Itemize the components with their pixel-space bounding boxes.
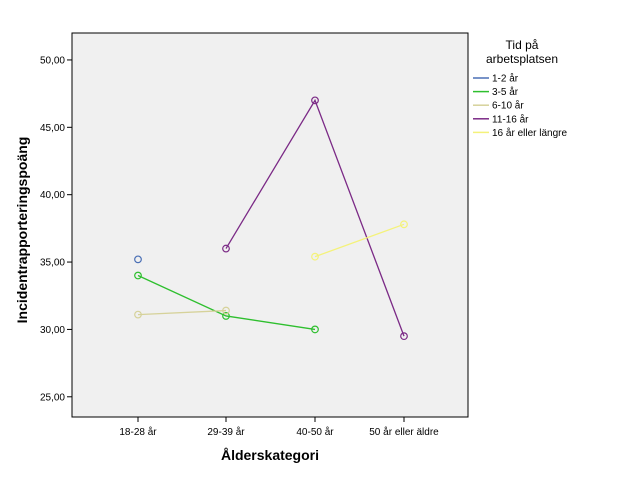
x-tick-label: 40-50 år [296,426,334,438]
y-axis-title: Incidentrapporteringspoäng [14,137,30,324]
series [134,271,319,334]
y-tick-label: 45,00 [40,123,65,134]
y-tick-label: 40,00 [40,190,65,201]
y-tick-label: 50,00 [40,55,65,66]
data-point [134,255,142,264]
data-point [311,252,319,261]
data-point [222,306,230,315]
data-point [311,96,319,105]
x-tick-label: 50 år eller äldre [369,426,439,438]
series-line [314,223,405,258]
plot-area [71,32,469,418]
legend-label: 1-2 år [492,73,519,85]
legend-label: 16 år eller längre [492,127,567,139]
x-axis: 18-28 år 29-39 år 40-50 år 50 år eller äldr… [119,417,439,438]
x-axis-title: Ålderskategori [221,447,319,463]
data-point [222,312,230,320]
data-point [134,271,142,280]
legend-label: 3-5 år [492,86,519,98]
legend: Tid på arbetsplatsen 1-2 år3-5 år 6-10 år… [473,38,567,139]
legend-label: 6-10 år [492,100,524,112]
series [222,96,408,341]
y-tick-label: 30,00 [40,325,65,336]
data-point [311,325,319,334]
series [134,306,230,319]
legend-title-line2: arbetsplatsen [486,52,558,66]
data-point [222,244,230,253]
data-point [400,220,408,229]
series [134,255,142,264]
y-tick-label: 25,00 [40,392,65,403]
legend-label: 11-16 år [492,113,529,125]
series-line [225,98,405,337]
x-tick-label: 29-39 år [207,426,245,438]
series-line [137,309,227,316]
legend-title-line1: Tid på [506,38,539,52]
series [311,220,408,261]
data-point [400,332,408,341]
y-tick-label: 35,00 [40,258,65,269]
series-layer [134,96,408,341]
y-axis: 25,00 30,00 35,00 40,00 45,00 50,00 [40,55,72,403]
series-line [137,274,316,331]
x-tick-label: 18-28 år [119,426,157,438]
data-point [134,310,142,319]
